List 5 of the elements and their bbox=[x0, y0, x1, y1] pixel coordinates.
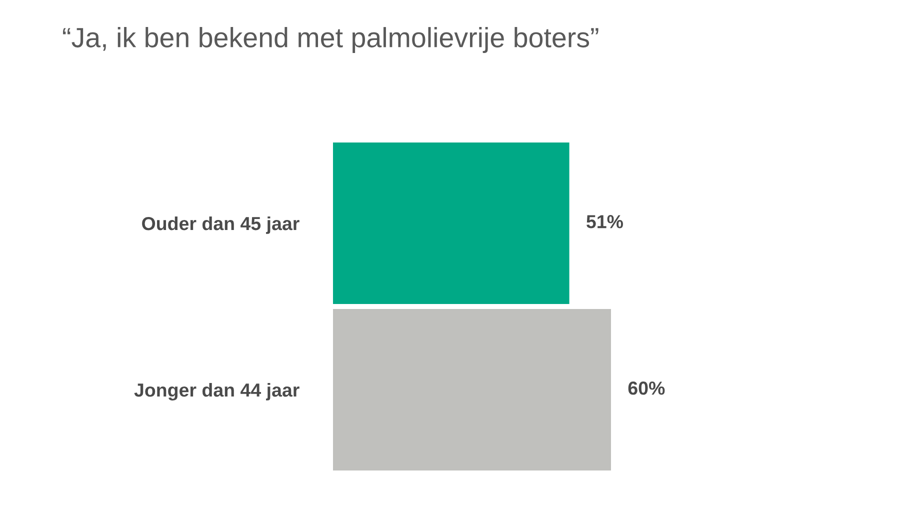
chart-title: “Ja, ik ben bekend met palmolievrije boters” bbox=[63, 27, 598, 53]
y-tick-label: Ouder dan 45 jaar bbox=[142, 216, 300, 234]
data-label: 51% bbox=[586, 215, 623, 228]
data-label: 60% bbox=[628, 382, 665, 395]
y-tick-label: Jonger dan 44 jaar bbox=[134, 382, 300, 401]
